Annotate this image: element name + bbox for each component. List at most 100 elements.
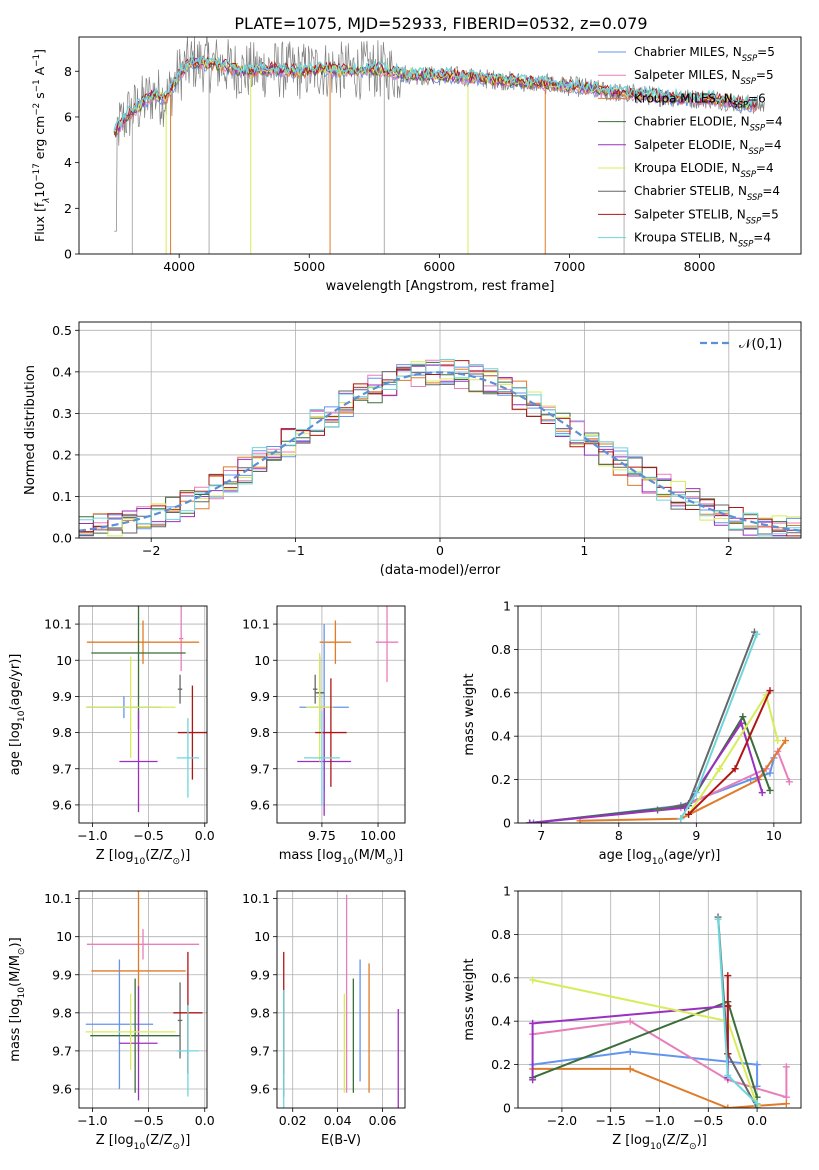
weight-marker-4: [526, 819, 534, 823]
x-tick-label: −2.0: [547, 1113, 577, 1128]
x-tick-label: 10: [766, 828, 782, 843]
plot-marks: [297, 606, 399, 816]
ticks: −1.0 −0.5 0.0 9.6 9.7 9.8 9.9 10 10.1: [44, 617, 215, 843]
axes-frame: [78, 321, 802, 539]
legend-label: Salpeter MILES, NSSP=5: [634, 68, 774, 86]
weight-marker-5: [774, 737, 782, 745]
y-tick-label: 9.6: [250, 1081, 270, 1096]
x-tick-label: 0.02: [279, 1113, 307, 1128]
y-tick-label: 9.7: [52, 761, 72, 776]
weight-marker-0: [626, 1048, 634, 1056]
y-tick-label: 0.1: [52, 489, 72, 504]
x-tick-label: −0.5: [133, 1113, 163, 1128]
ticks: −2 −1 0 1 2 0.0 0.1 0.2 0.3 0.4 0.5: [52, 323, 733, 558]
axes-frame: [78, 36, 802, 255]
y-tick-label: 0.6: [491, 970, 511, 985]
y-tick-label: 9.9: [250, 689, 270, 704]
figure-title: PLATE=1075, MJD=52933, FIBERID=0532, z=0…: [234, 14, 647, 33]
weight-marker-7: [724, 972, 732, 980]
chart-residuals: −2 −1 0 1 2 0.0 0.1 0.2 0.3 0.4 0.5 (data-model)/er…: [23, 321, 802, 578]
chart-spectrum: 4000 5000 6000 7000 8000 0 2 4 6 8 wavelength [Ang…: [32, 36, 802, 294]
x-tick-label: −0.5: [693, 1113, 723, 1128]
weight-marker-5: [529, 976, 537, 984]
y-tick-label: 10: [254, 653, 270, 668]
plot-marks: [85, 606, 207, 813]
legend-label: 𝒩(0,1): [739, 337, 782, 352]
normal-curve: [79, 371, 801, 532]
weight-marker-8: [677, 815, 685, 823]
x-tick-label: 10.00: [360, 828, 396, 843]
chart-age-weight: 7 8 9 10 0 0.2 0.4 0.6 0.8 1 age [log10(age/yr)] ma…: [462, 599, 802, 867]
x-tick-label: 2: [725, 543, 733, 558]
chart-mass-age: 9.75 10.00 9.6 9.7 9.8 9.9 10 10.1 mass [log10(M…: [242, 605, 406, 867]
x-tick-label: 9.75: [308, 828, 336, 843]
chart-z-weight: −2.0 −1.5 −1.0 −0.5 0.0 0 0.2 0.4 0.6 0.8 1 Z [log1…: [462, 884, 802, 1152]
legend-label: Kroupa STELIB, NSSP=4: [634, 231, 771, 249]
legend-label: Chabrier STELIB, NSSP=4: [634, 184, 780, 202]
ticks: −2.0 −1.5 −1.0 −0.5 0.0 0 0.2 0.4 0.6 0.8 1: [491, 884, 767, 1129]
weight-marker-3: [739, 713, 747, 721]
plot-area: [277, 606, 405, 823]
x-tick-label: 6000: [423, 259, 455, 274]
ticks: 9.75 10.00 9.6 9.7 9.8 9.9 10 10.1: [242, 617, 396, 843]
y-tick-label: 0.8: [491, 642, 511, 657]
y-tick-label: 0.0: [52, 531, 72, 546]
weight-marker-0: [766, 769, 774, 777]
x-tick-label: 1: [580, 543, 588, 558]
x-tick-label: 0.0: [747, 1113, 767, 1128]
x-tick-label: −1.0: [77, 1113, 107, 1128]
weight-marker-0: [753, 1061, 761, 1069]
weight-marker-1: [782, 1093, 790, 1101]
ticks: 4000 5000 6000 7000 8000 0 2 4 6 8: [64, 64, 715, 274]
weight-marker-2: [781, 737, 789, 745]
weight-marker-0: [747, 776, 755, 784]
y-tick-label: 0.6: [491, 685, 511, 700]
x-tick-label: 9: [692, 828, 700, 843]
ticks: 7 8 9 10 0 0.2 0.4 0.6 0.8 1: [491, 599, 782, 844]
y-axis-label: mass weight: [462, 673, 477, 755]
weight-marker-8: [753, 1100, 761, 1108]
x-axis-label: Z [log10(Z/Z⊙)]: [612, 1133, 707, 1152]
y-tick-label: 0.4: [491, 1014, 511, 1029]
plot-marks: [526, 628, 793, 823]
axes-frame: [78, 890, 208, 1109]
x-tick-label: 0.04: [324, 1113, 352, 1128]
chart-z-mass: −1.0 −0.5 0.0 9.6 9.7 9.8 9.9 10 10.1 Z [log10(Z/…: [8, 890, 215, 1152]
weight-marker-4: [737, 719, 745, 727]
y-tick-label: 9.7: [250, 1043, 270, 1058]
y-tick-label: 2: [64, 201, 72, 216]
y-axis-label: age [log10(age/yr)]: [8, 654, 27, 776]
x-tick-label: 7000: [554, 259, 586, 274]
y-tick-label: 0.2: [52, 447, 72, 462]
x-axis-label: mass [log10(M/M⊙)]: [279, 848, 403, 867]
weight-marker-5: [716, 765, 724, 773]
y-tick-label: 10: [254, 929, 270, 944]
y-tick-label: 9.8: [52, 1005, 72, 1020]
y-tick-label: 0: [503, 1101, 511, 1116]
axes-frame: [517, 605, 802, 824]
weight-marker-2: [724, 1104, 732, 1108]
weight-marker-3: [766, 786, 774, 794]
plot-marks: [85, 891, 203, 1101]
x-tick-label: 0: [436, 543, 444, 558]
histogram-series-5: [79, 361, 801, 537]
weight-marker-6: [654, 806, 662, 814]
y-tick-label: 1: [503, 599, 511, 614]
x-tick-label: −1.0: [644, 1113, 674, 1128]
weight-line-4: [529, 720, 764, 823]
x-tick-label: −1.5: [596, 1113, 626, 1128]
x-tick-label: 0.0: [195, 1113, 215, 1128]
weight-marker-4: [529, 1019, 537, 1027]
ticks: −1.0 −0.5 0.0 9.6 9.7 9.8 9.9 10 10.1: [44, 891, 215, 1128]
weight-line-5: [687, 692, 779, 815]
plot-marks: [529, 913, 790, 1108]
axes-frame: [78, 605, 208, 824]
weight-marker-1: [785, 778, 793, 786]
x-axis-label: E(B-V): [321, 1133, 361, 1148]
y-tick-label: 10.1: [44, 617, 72, 632]
x-tick-label: 0.0: [195, 828, 215, 843]
y-tick-label: 10.1: [242, 891, 270, 906]
x-tick-label: 8000: [684, 259, 716, 274]
x-axis-label: age [log10(age/yr)]: [599, 848, 721, 867]
